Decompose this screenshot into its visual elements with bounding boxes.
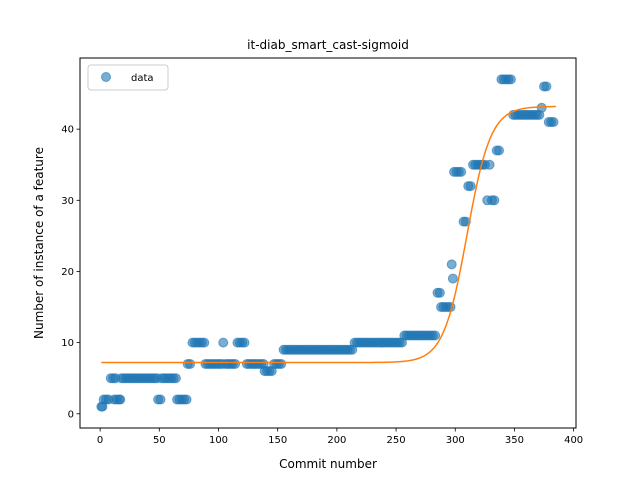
axes-frame	[79, 57, 577, 429]
data-point	[494, 145, 505, 156]
data-point	[548, 117, 559, 128]
data-point	[505, 74, 516, 85]
data-point	[155, 394, 166, 405]
data-point	[239, 337, 250, 348]
data-point	[185, 358, 196, 369]
legend-box	[87, 64, 169, 91]
y-axis: 0 10 20 30 40	[61, 125, 80, 420]
data-point	[541, 81, 552, 92]
legend: data	[87, 64, 169, 91]
chart-title: it-diab_smart_cast-sigmoid	[247, 38, 409, 52]
legend-marker	[101, 72, 111, 82]
x-tick-label: 250	[387, 435, 406, 446]
x-tick-label: 150	[268, 435, 287, 446]
data-point	[465, 181, 476, 192]
y-axis-label: Number of instance of a feature	[32, 147, 46, 339]
x-tick-label: 300	[446, 435, 465, 446]
x-tick-label: 200	[327, 435, 346, 446]
data-point	[489, 195, 500, 206]
data-point	[430, 330, 441, 341]
plot-area	[96, 74, 559, 412]
x-tick-label: 400	[564, 435, 583, 446]
legend-label-data: data	[131, 73, 154, 84]
x-tick-label: 0	[97, 435, 103, 446]
data-point	[170, 373, 181, 384]
y-tick-label: 0	[68, 409, 74, 420]
x-tick-label: 50	[153, 435, 166, 446]
data-point	[199, 337, 210, 348]
data-point	[434, 287, 445, 298]
data-point	[460, 216, 471, 227]
data-point	[218, 337, 229, 348]
y-tick-label: 20	[61, 267, 74, 278]
y-tick-label: 40	[61, 125, 74, 136]
y-tick-label: 30	[61, 196, 74, 207]
data-point	[446, 259, 457, 270]
data-point	[230, 358, 241, 369]
data-point	[115, 394, 126, 405]
data-point	[447, 273, 458, 284]
data-point	[484, 159, 495, 170]
x-tick-label: 350	[505, 435, 524, 446]
x-axis: 0 50 100 150 200 250 300 350 400	[97, 428, 583, 446]
data-point	[276, 358, 287, 369]
data-point	[181, 394, 192, 405]
data-point	[536, 102, 547, 113]
y-tick-label: 10	[61, 338, 74, 349]
sigmoid-fit-line	[101, 105, 556, 364]
data-point	[456, 166, 467, 177]
x-axis-label: Commit number	[279, 457, 377, 471]
x-tick-label: 100	[209, 435, 228, 446]
